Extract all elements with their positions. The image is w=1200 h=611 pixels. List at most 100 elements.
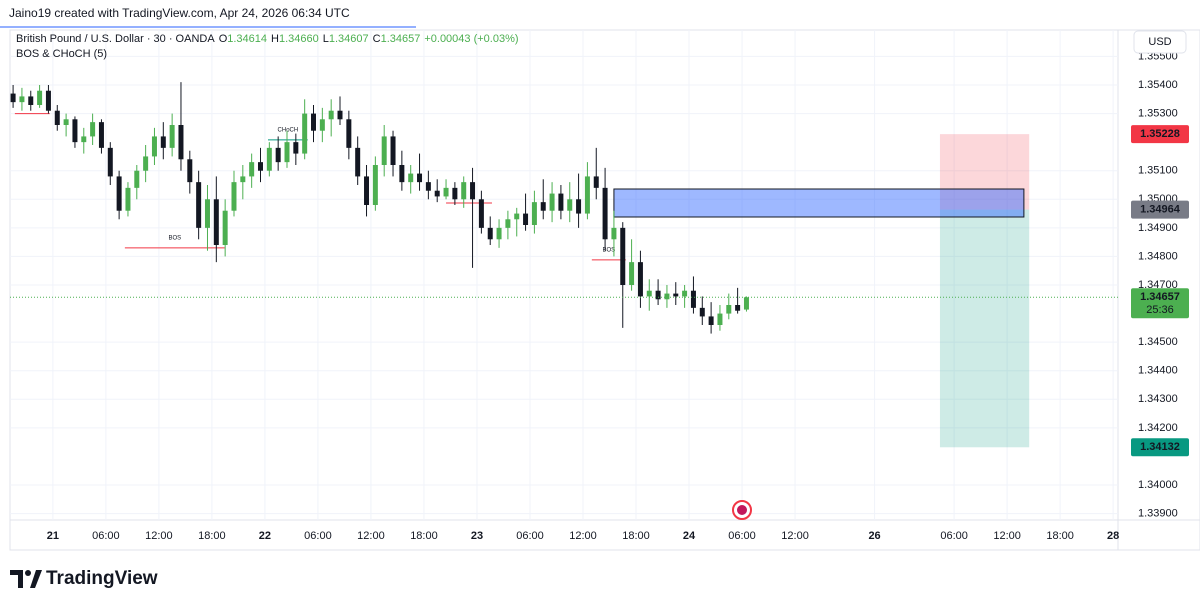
brand: TradingView xyxy=(46,568,158,589)
candle-body xyxy=(540,202,546,211)
candle-body xyxy=(584,176,590,214)
x-tick-label: 23 xyxy=(471,530,483,542)
currency-button[interactable] xyxy=(1133,30,1187,54)
y-tick-label: 1.35300 xyxy=(1138,107,1178,119)
x-tick-label: 18:00 xyxy=(622,530,650,542)
candle-body xyxy=(275,147,281,163)
candle-body xyxy=(125,187,131,211)
entry-tag xyxy=(1131,200,1189,219)
candle-body xyxy=(187,159,193,183)
candle-body xyxy=(470,182,476,200)
candle-body xyxy=(81,136,87,143)
x-tick-label: 21 xyxy=(47,530,59,542)
candle-body xyxy=(364,176,370,205)
plot: BOS CHoCH BOS xyxy=(10,82,1118,448)
legend-value: 1.34657 xyxy=(381,33,421,45)
candle-body xyxy=(549,193,555,211)
candle-body xyxy=(116,176,122,211)
x-tick-label: 28 xyxy=(1107,530,1119,542)
candle-body xyxy=(178,125,184,160)
candle-body xyxy=(620,227,626,285)
candle-body xyxy=(98,122,104,148)
legend-change: +0.00043 (+0.03%) xyxy=(424,33,518,45)
stop-tag xyxy=(1131,125,1189,144)
candle-body xyxy=(646,290,652,297)
target-tag xyxy=(1131,438,1189,457)
candle-body xyxy=(576,199,582,214)
candle-body xyxy=(690,290,696,308)
candle-body xyxy=(434,190,440,197)
candle-body xyxy=(417,173,423,183)
candle-body xyxy=(425,182,431,191)
y-tick-label: 1.34000 xyxy=(1138,479,1178,491)
candle-body xyxy=(240,176,246,183)
y-tick-label: 1.34500 xyxy=(1138,336,1178,348)
candle-body xyxy=(204,199,210,228)
candle-body xyxy=(699,307,705,317)
candle-body xyxy=(134,170,140,188)
candle-body xyxy=(143,156,149,171)
candle-body xyxy=(743,297,749,310)
x-tick-label: 26 xyxy=(868,530,880,542)
x-tick-label: 12:00 xyxy=(145,530,173,542)
grid xyxy=(10,30,1118,520)
candle-body xyxy=(28,96,34,105)
candle-body xyxy=(726,305,732,314)
candle-body xyxy=(496,227,502,240)
countdown: 25:36 xyxy=(1146,304,1174,316)
structure-label: CHoCH xyxy=(278,127,299,133)
candle-body xyxy=(602,187,608,240)
x-tick-label: 06:00 xyxy=(516,530,544,542)
legend-key: C xyxy=(373,33,381,45)
candle-body xyxy=(196,182,202,228)
currency[interactable]: USD xyxy=(1148,36,1171,48)
flag-icon xyxy=(732,500,752,520)
y-tick-label: 1.35400 xyxy=(1138,79,1178,91)
x-tick-label: 24 xyxy=(683,530,696,542)
x-tick-label: 12:00 xyxy=(357,530,385,542)
candle-body xyxy=(319,119,325,131)
candle-body xyxy=(302,113,308,154)
y-tick-label: 1.33900 xyxy=(1138,507,1178,519)
candle-body xyxy=(478,199,484,228)
candle-body xyxy=(257,162,263,171)
candle-body xyxy=(107,147,113,177)
candle-body xyxy=(461,182,467,200)
y-tick-label: 1.34700 xyxy=(1138,279,1178,291)
candle-body xyxy=(37,90,43,105)
y-tick-label: 1.34900 xyxy=(1138,222,1178,234)
candle-body xyxy=(593,176,599,188)
candle-body xyxy=(655,290,661,300)
candle-body xyxy=(213,199,219,245)
axes: 1.33900 1.34000 1.34200 1.34300 1.34400 1.345… xyxy=(47,50,1189,542)
candle-body xyxy=(54,110,60,125)
structure-label: BOS xyxy=(168,235,181,241)
chart-frame xyxy=(9,29,1200,551)
candle-body xyxy=(523,213,529,225)
candle-body xyxy=(452,187,458,200)
candle-body xyxy=(567,199,573,211)
candle-body xyxy=(90,122,96,137)
candle-body xyxy=(355,147,361,177)
candle-body xyxy=(346,119,352,148)
candle-body xyxy=(514,213,520,220)
candle-body xyxy=(390,136,396,165)
x-tick-label: 06:00 xyxy=(728,530,756,542)
target-label: 1.34132 xyxy=(1140,441,1180,453)
candle-body xyxy=(10,93,16,103)
candle-body xyxy=(381,136,387,165)
legend-key: O xyxy=(219,33,228,45)
candle-body xyxy=(558,193,564,211)
x-tick-label: 06:00 xyxy=(92,530,120,542)
candle-body xyxy=(372,165,378,205)
candle-body xyxy=(487,227,493,240)
legend-value: 1.34660 xyxy=(279,33,319,45)
x-tick-label: 22 xyxy=(259,530,271,542)
stop-zone xyxy=(939,134,1030,210)
watermark: Jaino19 created with TradingView.com, Ap… xyxy=(9,6,350,20)
x-tick-label: 12:00 xyxy=(569,530,597,542)
candle-body xyxy=(505,219,511,228)
